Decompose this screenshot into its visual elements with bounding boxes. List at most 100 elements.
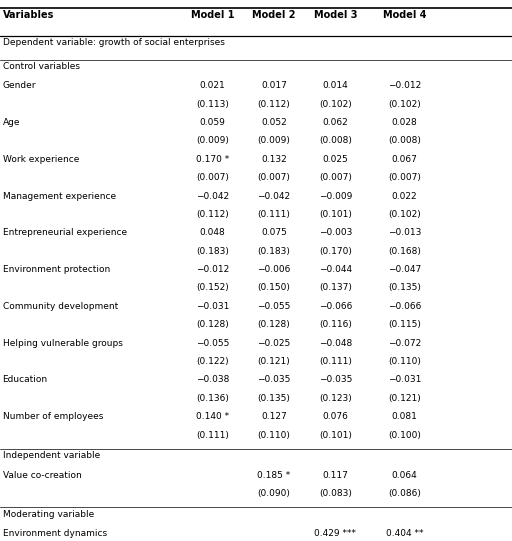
Text: 0.076: 0.076 <box>323 412 348 421</box>
Text: 0.062: 0.062 <box>323 118 348 127</box>
Text: (0.111): (0.111) <box>258 210 290 219</box>
Text: −0.038: −0.038 <box>196 375 229 385</box>
Text: 0.185 *: 0.185 * <box>258 471 290 480</box>
Text: (0.086): (0.086) <box>388 489 421 498</box>
Text: −0.047: −0.047 <box>388 265 421 274</box>
Text: −0.013: −0.013 <box>388 228 421 237</box>
Text: (0.112): (0.112) <box>258 100 290 109</box>
Text: (0.122): (0.122) <box>196 357 229 366</box>
Text: 0.052: 0.052 <box>261 118 287 127</box>
Text: Environment dynamics: Environment dynamics <box>3 529 106 538</box>
Text: (0.009): (0.009) <box>258 136 290 146</box>
Text: −0.066: −0.066 <box>388 302 421 311</box>
Text: (0.102): (0.102) <box>388 100 421 109</box>
Text: (0.116): (0.116) <box>319 320 352 329</box>
Text: Value co-creation: Value co-creation <box>3 471 81 480</box>
Text: Age: Age <box>3 118 20 127</box>
Text: (0.008): (0.008) <box>388 136 421 146</box>
Text: −0.035: −0.035 <box>257 375 291 385</box>
Text: 0.017: 0.017 <box>261 81 287 90</box>
Text: (0.008): (0.008) <box>319 136 352 146</box>
Text: (0.111): (0.111) <box>319 357 352 366</box>
Text: (0.100): (0.100) <box>388 431 421 440</box>
Text: Management experience: Management experience <box>3 192 116 201</box>
Text: 0.132: 0.132 <box>261 155 287 164</box>
Text: (0.123): (0.123) <box>319 394 352 403</box>
Text: Number of employees: Number of employees <box>3 412 103 421</box>
Text: Model 4: Model 4 <box>383 10 426 19</box>
Text: −0.035: −0.035 <box>318 375 352 385</box>
Text: (0.170): (0.170) <box>319 247 352 256</box>
Text: (0.111): (0.111) <box>196 431 229 440</box>
Text: 0.048: 0.048 <box>200 228 225 237</box>
Text: (0.007): (0.007) <box>388 173 421 182</box>
Text: −0.031: −0.031 <box>388 375 421 385</box>
Text: Model 3: Model 3 <box>314 10 357 19</box>
Text: −0.009: −0.009 <box>318 192 352 201</box>
Text: Work experience: Work experience <box>3 155 79 164</box>
Text: −0.012: −0.012 <box>388 81 421 90</box>
Text: Dependent variable: growth of social enterprises: Dependent variable: growth of social ent… <box>3 38 224 47</box>
Text: (0.135): (0.135) <box>388 283 421 293</box>
Text: Independent variable: Independent variable <box>3 451 100 460</box>
Text: (0.113): (0.113) <box>196 100 229 109</box>
Text: (0.152): (0.152) <box>196 283 229 293</box>
Text: Moderating variable: Moderating variable <box>3 510 94 519</box>
Text: (0.136): (0.136) <box>196 394 229 403</box>
Text: (0.137): (0.137) <box>319 283 352 293</box>
Text: −0.042: −0.042 <box>196 192 229 201</box>
Text: (0.115): (0.115) <box>388 320 421 329</box>
Text: (0.168): (0.168) <box>388 247 421 256</box>
Text: Environment protection: Environment protection <box>3 265 110 274</box>
Text: −0.003: −0.003 <box>318 228 352 237</box>
Text: (0.009): (0.009) <box>196 136 229 146</box>
Text: (0.183): (0.183) <box>196 247 229 256</box>
Text: −0.006: −0.006 <box>257 265 291 274</box>
Text: 0.127: 0.127 <box>261 412 287 421</box>
Text: −0.012: −0.012 <box>196 265 229 274</box>
Text: (0.135): (0.135) <box>258 394 290 403</box>
Text: 0.021: 0.021 <box>200 81 225 90</box>
Text: 0.404 **: 0.404 ** <box>386 529 423 538</box>
Text: (0.102): (0.102) <box>388 210 421 219</box>
Text: 0.059: 0.059 <box>200 118 225 127</box>
Text: (0.183): (0.183) <box>258 247 290 256</box>
Text: (0.007): (0.007) <box>319 173 352 182</box>
Text: Education: Education <box>3 375 48 385</box>
Text: −0.072: −0.072 <box>388 339 421 348</box>
Text: Control variables: Control variables <box>3 62 79 71</box>
Text: −0.055: −0.055 <box>257 302 291 311</box>
Text: (0.121): (0.121) <box>388 394 421 403</box>
Text: Gender: Gender <box>3 81 36 90</box>
Text: Variables: Variables <box>3 10 54 19</box>
Text: 0.140 *: 0.140 * <box>196 412 229 421</box>
Text: (0.110): (0.110) <box>388 357 421 366</box>
Text: (0.090): (0.090) <box>258 489 290 498</box>
Text: 0.170 *: 0.170 * <box>196 155 229 164</box>
Text: −0.048: −0.048 <box>319 339 352 348</box>
Text: 0.028: 0.028 <box>392 118 417 127</box>
Text: 0.022: 0.022 <box>392 192 417 201</box>
Text: (0.083): (0.083) <box>319 489 352 498</box>
Text: −0.025: −0.025 <box>258 339 290 348</box>
Text: (0.007): (0.007) <box>258 173 290 182</box>
Text: (0.150): (0.150) <box>258 283 290 293</box>
Text: 0.067: 0.067 <box>392 155 417 164</box>
Text: (0.121): (0.121) <box>258 357 290 366</box>
Text: Model 2: Model 2 <box>252 10 295 19</box>
Text: (0.128): (0.128) <box>196 320 229 329</box>
Text: 0.117: 0.117 <box>323 471 348 480</box>
Text: 0.064: 0.064 <box>392 471 417 480</box>
Text: 0.025: 0.025 <box>323 155 348 164</box>
Text: 0.075: 0.075 <box>261 228 287 237</box>
Text: −0.044: −0.044 <box>319 265 352 274</box>
Text: Community development: Community development <box>3 302 118 311</box>
Text: (0.110): (0.110) <box>258 431 290 440</box>
Text: 0.014: 0.014 <box>323 81 348 90</box>
Text: Entrepreneurial experience: Entrepreneurial experience <box>3 228 126 237</box>
Text: −0.055: −0.055 <box>196 339 229 348</box>
Text: (0.112): (0.112) <box>196 210 229 219</box>
Text: −0.031: −0.031 <box>196 302 229 311</box>
Text: (0.101): (0.101) <box>319 431 352 440</box>
Text: −0.066: −0.066 <box>318 302 352 311</box>
